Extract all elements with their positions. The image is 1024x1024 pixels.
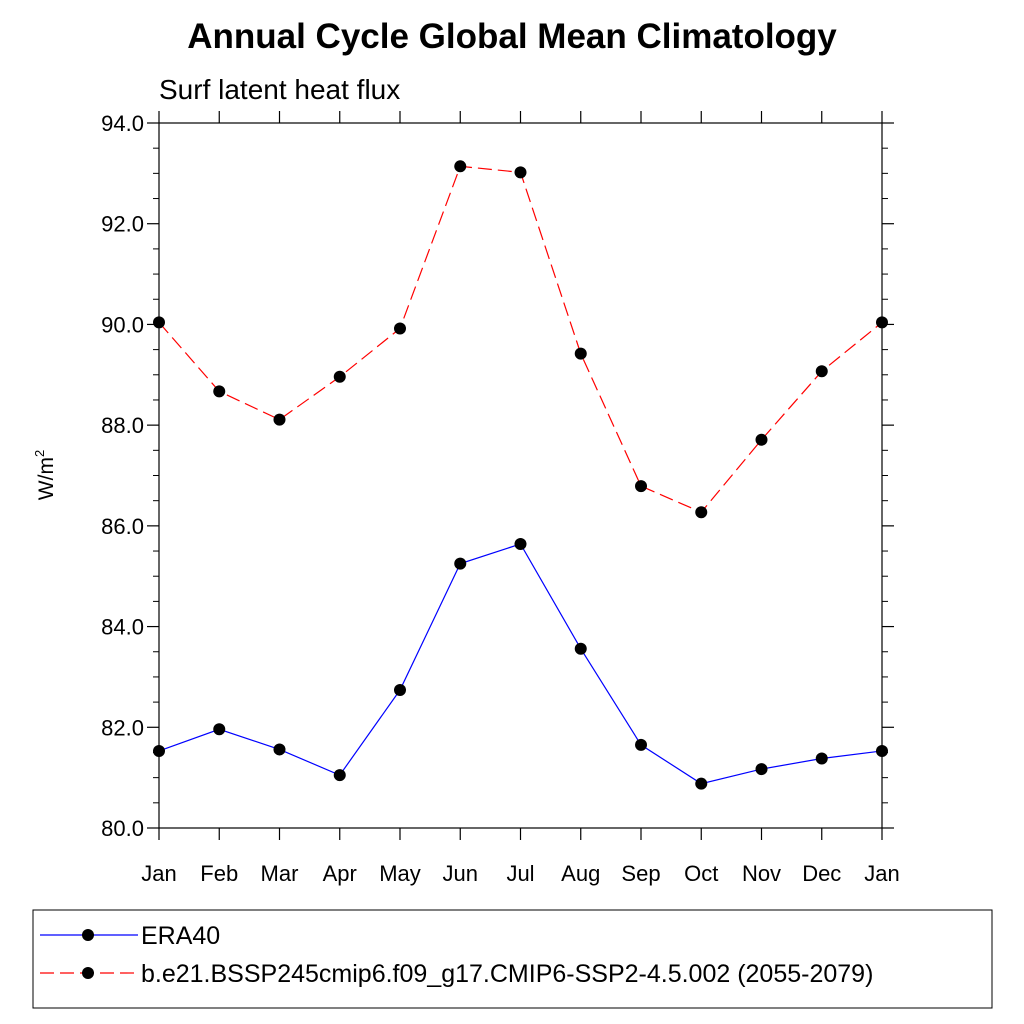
x-tick-label: Jun <box>443 861 478 886</box>
y-tick-label: 92.0 <box>101 212 144 237</box>
x-tick-label: Oct <box>684 861 718 886</box>
series-2-point <box>394 322 406 335</box>
chart-subtitle: Surf latent heat flux <box>159 74 400 105</box>
y-axis-label-exponent: 2 <box>32 450 47 457</box>
x-tick-label: Jul <box>506 861 534 886</box>
x-tick-label: Nov <box>742 861 781 886</box>
series-1-point <box>153 744 165 757</box>
legend-box <box>32 909 993 1009</box>
series-1-point <box>695 777 708 790</box>
series-layer <box>153 160 888 790</box>
y-axis-label: W/m2 <box>32 450 58 500</box>
y-tick-label: 88.0 <box>101 413 144 438</box>
x-tick-label: Jan <box>864 861 899 886</box>
series-2-point <box>755 433 768 446</box>
series-2-point <box>213 385 226 398</box>
x-tick-label: Jan <box>141 861 176 886</box>
series-1-point <box>514 537 527 550</box>
y-tick-label: 94.0 <box>101 111 144 136</box>
series-2-point <box>153 316 165 329</box>
series-1-point <box>454 557 467 570</box>
series-2-point <box>574 347 587 360</box>
series-1-point <box>635 738 647 751</box>
x-tick-label: Apr <box>323 861 357 886</box>
y-tick-label: 84.0 <box>101 615 144 640</box>
legend: ERA40 b.e21.BSSP245cmip6.f09_g17.CMIP6-SS… <box>40 922 873 988</box>
y-tick-label: 86.0 <box>101 514 144 539</box>
legend-swatch-marker <box>82 929 94 941</box>
series-1-point <box>876 744 888 757</box>
y-tick-label: 80.0 <box>101 816 144 841</box>
y-axis: 80.0 82.0 84.0 86.0 88.0 90.0 92.0 94.0 <box>101 111 894 841</box>
series-line-2 <box>158 165 883 513</box>
x-tick-label: Feb <box>200 861 238 886</box>
x-tick-label: Mar <box>261 861 299 886</box>
y-axis-label-unit: W/m <box>35 457 58 500</box>
x-tick-label: Sep <box>621 861 660 886</box>
series-2-point <box>635 480 647 493</box>
series-2-point <box>514 166 527 179</box>
y-tick-label: 90.0 <box>101 312 144 337</box>
series-2-point <box>695 506 708 519</box>
series-1-point <box>394 684 406 697</box>
series-1-point <box>273 743 286 756</box>
plot-frame <box>158 122 883 829</box>
x-tick-label: Dec <box>802 861 841 886</box>
series-2-point <box>815 365 828 378</box>
x-tick-label: Aug <box>561 861 600 886</box>
series-1-point <box>574 642 587 655</box>
y-tick-label: 82.0 <box>101 715 144 740</box>
x-tick-label: May <box>379 861 421 886</box>
series-2-point <box>876 316 888 329</box>
legend-label: ERA40 <box>141 922 220 950</box>
series-2-point <box>273 413 286 426</box>
series-1-point <box>755 763 768 776</box>
series-line-1 <box>158 543 883 785</box>
series-2-point <box>333 370 346 383</box>
legend-swatch-marker <box>82 967 94 979</box>
series-1-point <box>213 723 226 736</box>
series-1-point <box>815 752 828 765</box>
x-axis: Jan Feb Mar Apr May Jun Jul Aug Sep Oct Nov Dec Jan <box>141 111 900 886</box>
series-1-point <box>333 769 346 782</box>
legend-label: b.e21.BSSP245cmip6.f09_g17.CMIP6-SSP2-4.… <box>141 960 873 988</box>
series-2-point <box>454 160 467 173</box>
chart-title: Annual Cycle Global Mean Climatology <box>187 17 837 56</box>
